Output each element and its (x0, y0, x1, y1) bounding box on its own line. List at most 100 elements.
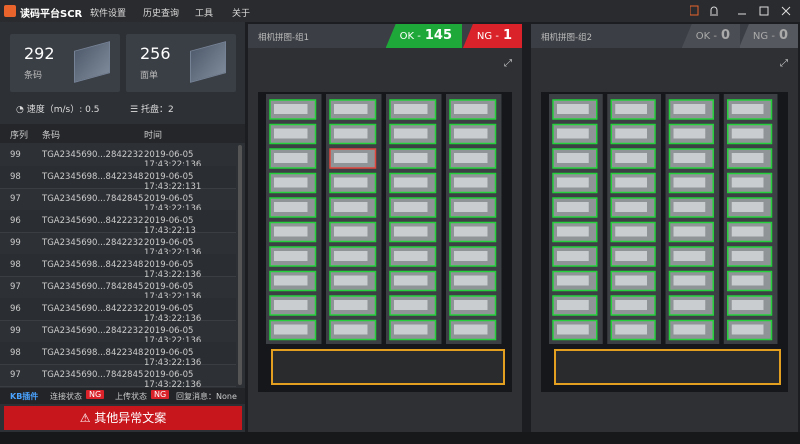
package-label (673, 226, 706, 237)
table-cell: 2019-06-05 17:43:22:136 (144, 326, 202, 346)
panel-header: 相机拼图-组1 NG -1 OK -145 (248, 24, 522, 48)
table-row[interactable]: 97 TGA2345690...7842845 2019-06-05 17:43:2… (0, 364, 236, 390)
connection-label: 连接状态 (50, 392, 82, 401)
maximize-button[interactable] (759, 6, 769, 16)
table-cell: 98 (10, 260, 21, 270)
package-label (454, 202, 488, 212)
package-label (394, 177, 428, 188)
table-cell: TGA2345690...7842845 (42, 194, 144, 204)
package-label (673, 324, 706, 335)
upload-status: NG (151, 390, 170, 399)
ng-label: NG - (752, 31, 775, 42)
speed-value: 0.5 (85, 105, 100, 115)
package-label (615, 300, 647, 310)
alert-text: 其他异常文案 (94, 411, 167, 425)
package-label (334, 251, 368, 261)
package-label (274, 104, 308, 114)
menu-item[interactable]: 工具 (195, 9, 214, 19)
table-cell: TGA2345698...8422348 (42, 172, 144, 182)
package-label (334, 300, 368, 310)
icon-button[interactable] (710, 6, 718, 16)
package-label (454, 104, 488, 114)
table-cell: 2019-06-05 17:43:22:136 (144, 282, 202, 302)
upload-label: 上传状态 (115, 392, 147, 401)
package-label (673, 202, 706, 212)
table-row[interactable]: 98 TGA2345698...8422348 2019-06-05 17:43:2… (0, 342, 236, 368)
package-label (274, 153, 308, 163)
bottom-strip (0, 432, 800, 444)
table-cell: 99 (10, 150, 21, 160)
alert-button[interactable]: ⚠ 其他异常文案 (4, 406, 242, 430)
expand-button[interactable]: ⤢ (504, 58, 512, 69)
package-label (394, 251, 428, 261)
status-bar: KB插件 连接状态 NG 上传状态 NG 回复消息：None (0, 388, 245, 404)
table-cell: 99 (10, 238, 21, 248)
table-row[interactable]: 99 TGA2345690...2842232 2019-06-05 17:43:2… (0, 320, 236, 346)
package-label (673, 104, 706, 114)
pallet-info: ☰ 托盘：2 (130, 105, 174, 115)
package-label (557, 104, 589, 114)
table-row[interactable]: 96 TGA2345690...8422232 2019-06-05 17:43:2… (0, 298, 236, 324)
stat-value: 292 (24, 44, 55, 63)
package-label (731, 251, 764, 261)
expand-button[interactable]: ⤢ (780, 58, 788, 69)
menu-item[interactable]: 历史查询 (143, 9, 180, 19)
menu-item[interactable]: 关于 (232, 9, 251, 19)
ok-count: 145 (424, 28, 452, 43)
table-cell: TGA2345698...8422348 (42, 348, 144, 358)
close-button[interactable] (781, 6, 791, 16)
menu-item[interactable]: 软件设置 (90, 9, 127, 19)
reply-message: 回复消息：None (176, 392, 237, 401)
package-label (334, 202, 368, 212)
package-label (557, 275, 589, 286)
package-label (274, 300, 308, 310)
table-row[interactable]: 98 TGA2345698...8422348 2019-06-05 17:43:2… (0, 254, 236, 280)
ng-badge: NG -1 (462, 24, 522, 48)
package-label (557, 251, 589, 261)
package-label (615, 251, 647, 261)
table-cell: 2019-06-05 17:43:22:136 (144, 194, 202, 214)
table-cell: 96 (10, 304, 21, 314)
package-label (615, 177, 647, 188)
table-cell: 2019-06-05 17:43:22:136 (144, 150, 202, 170)
table-cell: 96 (10, 216, 21, 226)
table-cell: 99 (10, 326, 21, 336)
pallet (271, 349, 505, 385)
table-row[interactable]: 99 TGA2345690...2842232 2019-06-05 17:43:2… (0, 232, 236, 258)
scrollbar[interactable] (238, 145, 242, 385)
table-cell: TGA2345690...2842232 (42, 238, 144, 248)
package-label (274, 202, 308, 212)
table-cell: TGA2345690...7842845 (42, 282, 144, 292)
speed-info: ◔ 速度（m/s）: 0.5 (16, 105, 100, 115)
table-cell: TGA2345690...7842845 (42, 370, 144, 380)
package-label (557, 128, 589, 139)
package-label (673, 300, 706, 310)
ok-label: OK - (695, 31, 717, 42)
ng-label: NG - (476, 31, 499, 42)
package-label (274, 226, 308, 237)
package-label (454, 324, 488, 335)
package-label (454, 177, 488, 188)
package-label (394, 324, 428, 335)
table-row[interactable]: 99 TGA2345690...2842232 2019-06-05 17:43:2… (0, 144, 236, 170)
package-label (454, 128, 488, 139)
table-cell: TGA2345698...8422348 (42, 260, 144, 270)
column-header: 序列 (10, 131, 29, 141)
package-label (731, 104, 764, 114)
table-cell: 2019-06-05 17:43:22:136 (144, 370, 202, 390)
icon-button[interactable] (690, 5, 699, 16)
pallet (554, 349, 781, 385)
stat-label: 面单 (140, 71, 159, 81)
connection-status: NG (86, 390, 105, 399)
table-row[interactable]: 98 TGA2345698...8422348 2019-06-05 17:43:2… (0, 166, 236, 192)
column-header: 条码 (42, 131, 61, 141)
table-cell: 2019-06-05 17:43:22:136 (144, 304, 202, 324)
table-row[interactable]: 97 TGA2345690...7842845 2019-06-05 17:43:2… (0, 188, 236, 214)
table-row[interactable]: 97 TGA2345690...7842845 2019-06-05 17:43:2… (0, 276, 236, 302)
table-row[interactable]: 96 TGA2345690...8422232 2019-06-05 17:43:2… (0, 210, 236, 236)
package-label (557, 202, 589, 212)
ng-count: 1 (502, 28, 512, 43)
plugin-label: KB插件 (10, 392, 39, 401)
column-header: 时间 (144, 131, 163, 141)
